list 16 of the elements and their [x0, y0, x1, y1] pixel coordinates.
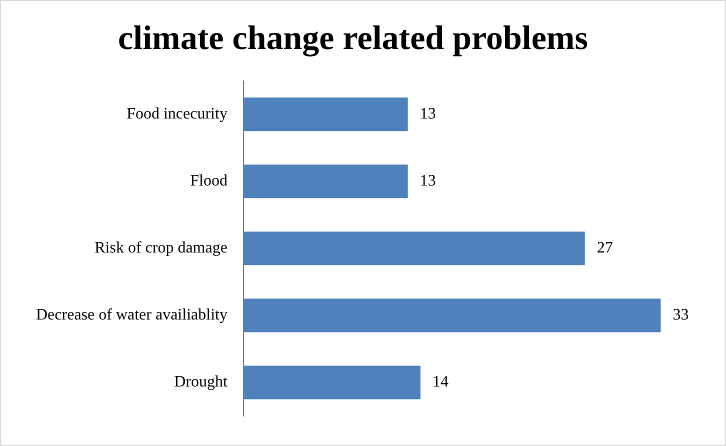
y-tick-label: Food incecurity [126, 106, 228, 123]
y-tick-label: Decrease of water availiablity [36, 306, 228, 324]
data-label: 27 [596, 240, 613, 257]
bar [243, 164, 408, 198]
data-label: 13 [420, 106, 436, 123]
y-tick-label: Flood [190, 172, 228, 190]
bar [243, 232, 585, 266]
chart-title: climate change related problems [118, 20, 588, 58]
data-label: 14 [432, 374, 448, 391]
data-label: 33 [672, 306, 689, 324]
bar [243, 298, 661, 332]
y-tick-label: Risk of crop damage [94, 240, 228, 257]
bar [243, 98, 408, 132]
data-label: 13 [420, 172, 436, 190]
bar [243, 366, 420, 400]
y-tick-label: Drought [174, 374, 228, 391]
